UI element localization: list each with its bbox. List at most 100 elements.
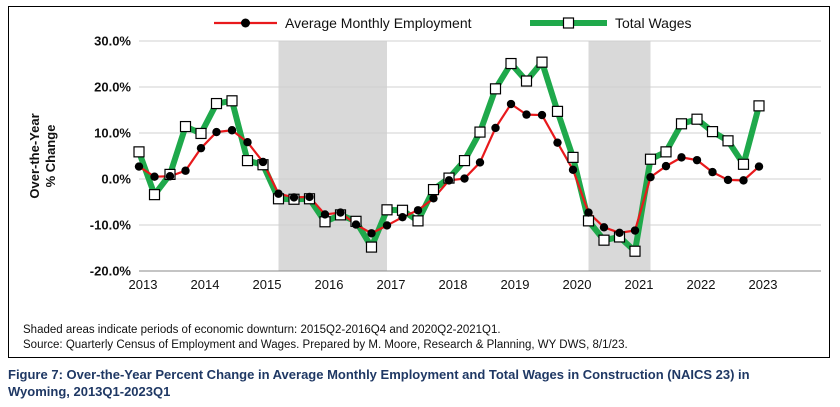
avg-employment-point xyxy=(708,167,717,177)
total-wages-point xyxy=(133,146,145,158)
x-tick-label: 2021 xyxy=(625,277,654,292)
chart-frame: -20.0% -10.0% 0.0% 10.0% 20.0% 30.0% 2013 2014 2… xyxy=(8,6,830,358)
source-note: Source: Quarterly Census of Employment a… xyxy=(23,339,628,351)
avg-employment-point xyxy=(475,158,485,167)
avg-employment-point xyxy=(181,166,190,175)
total-wages-point xyxy=(458,155,471,167)
legend-label-total-wages: Total Wages xyxy=(615,15,692,31)
avg-employment-point xyxy=(305,192,314,202)
avg-employment-point xyxy=(491,123,500,133)
total-wages-point xyxy=(210,97,223,110)
avg-employment-point xyxy=(367,229,376,238)
avg-employment-point xyxy=(227,126,237,135)
total-wages-point xyxy=(567,151,579,163)
caption-line-1: Figure 7: Over-the-Year Percent Change i… xyxy=(8,367,750,382)
y-tick-label: 10.0% xyxy=(94,126,131,141)
total-wages-point xyxy=(629,245,641,257)
x-tick-label: 2017 xyxy=(377,277,406,292)
avg-employment-point xyxy=(584,208,593,217)
y-tick-label: 0.0% xyxy=(101,172,131,187)
x-tick-label: 2023 xyxy=(749,277,778,292)
x-tick-label: 2015 xyxy=(253,277,282,292)
total-wages-point xyxy=(489,83,502,95)
total-wages-point xyxy=(551,105,564,117)
total-wages-point xyxy=(474,126,486,138)
avg-employment-point xyxy=(723,175,733,185)
x-tick-label: 2018 xyxy=(439,277,468,292)
avg-employment-point xyxy=(553,138,562,147)
avg-employment-point xyxy=(646,172,655,182)
x-tick-label: 2016 xyxy=(315,277,344,292)
legend-label-avg-employment: Average Monthly Employment xyxy=(285,15,472,31)
avg-employment-point xyxy=(429,194,438,203)
avg-employment-point xyxy=(351,220,361,229)
avg-employment-point xyxy=(134,162,144,171)
y-axis-title-line: Over-the-Year xyxy=(27,113,42,198)
legend-marker-total-wages xyxy=(562,17,575,29)
x-tick-label: 2020 xyxy=(563,277,592,292)
total-wages-point xyxy=(644,153,657,165)
avg-employment-point xyxy=(336,208,345,217)
total-wages-point xyxy=(675,118,688,130)
avg-employment-point xyxy=(320,210,330,219)
avg-employment-point xyxy=(630,226,640,235)
total-wages-point xyxy=(691,113,703,125)
line-chart: -20.0% -10.0% 0.0% 10.0% 20.0% 30.0% 2013 2014 2… xyxy=(27,15,821,292)
legend-marker-avg-employment xyxy=(241,18,250,28)
avg-employment-point xyxy=(212,127,221,137)
avg-employment-point xyxy=(568,165,578,174)
avg-employment-point xyxy=(522,110,531,119)
total-wages-point xyxy=(427,183,440,196)
caption-line-2: Wyoming, 2013Q1-2023Q1 xyxy=(8,384,171,399)
avg-employment-point xyxy=(460,174,469,183)
avg-employment-point xyxy=(398,212,407,222)
figure-caption: Figure 7: Over-the-Year Percent Change i… xyxy=(8,366,830,400)
chart-notes: Shaded areas indicate periods of economi… xyxy=(23,323,628,353)
x-tick-label: 2022 xyxy=(687,277,716,292)
avg-employment-point xyxy=(289,193,299,202)
avg-employment-point xyxy=(677,153,686,162)
y-tick-label: 20.0% xyxy=(94,80,131,95)
total-wages-point xyxy=(598,234,610,246)
total-wages-point xyxy=(381,204,393,216)
avg-employment-point xyxy=(615,228,624,238)
total-wages-point xyxy=(582,215,595,227)
avg-employment-point xyxy=(754,162,764,171)
x-tick-label: 2013 xyxy=(129,277,158,292)
avg-employment-point xyxy=(739,176,748,185)
total-wages-point xyxy=(660,146,672,158)
total-wages-point xyxy=(753,100,765,112)
x-tick-label: 2019 xyxy=(501,277,530,292)
legend: Average Monthly Employment Total Wages xyxy=(214,15,692,31)
total-wages-point xyxy=(241,155,254,167)
avg-employment-point xyxy=(382,221,392,230)
total-wages-point xyxy=(706,126,719,138)
avg-employment-point xyxy=(150,172,159,181)
avg-employment-point xyxy=(692,155,702,165)
total-wages-point xyxy=(737,158,750,170)
y-tick-label: -10.0% xyxy=(90,218,132,233)
avg-employment-point xyxy=(444,176,454,185)
avg-employment-point xyxy=(258,157,268,167)
y-tick-label: 30.0% xyxy=(94,34,131,49)
avg-employment-point xyxy=(243,138,252,147)
avg-employment-point xyxy=(537,110,547,120)
avg-employment-point xyxy=(506,99,516,109)
avg-employment-point xyxy=(599,223,609,232)
shading-note: Shaded areas indicate periods of economi… xyxy=(23,324,501,336)
total-wages-point xyxy=(520,75,533,87)
avg-employment-point xyxy=(196,143,206,153)
y-axis-title-line: % Change xyxy=(43,125,58,188)
total-wages-point xyxy=(412,215,424,227)
total-wages-point xyxy=(179,120,192,133)
total-wages-point xyxy=(148,189,161,201)
total-wages-point xyxy=(722,135,734,147)
total-wages-point xyxy=(226,95,238,107)
total-wages-point xyxy=(365,241,378,253)
x-tick-label: 2014 xyxy=(191,277,220,292)
total-wages-point xyxy=(536,56,548,68)
y-axis-title: Over-the-Year% Change xyxy=(27,113,58,198)
y-tick-label: -20.0% xyxy=(90,264,132,279)
total-wages-point xyxy=(195,127,207,140)
avg-employment-point xyxy=(661,161,671,171)
